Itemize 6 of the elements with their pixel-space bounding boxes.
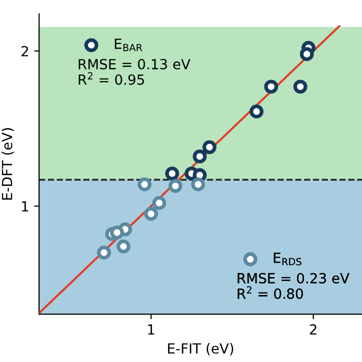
legend-label: E$_{RDS}$: [274, 252, 302, 266]
annotation: RMSE = 0.13 eV R$^{2}$ = 0.95: [78, 58, 190, 85]
y-axis-title: E-DFT (eV): [2, 128, 14, 200]
annotation: RMSE = 0.23 eV R$^{2}$ = 0.80: [238, 272, 350, 299]
legend-label: E$_{BAR}$: [114, 38, 142, 52]
x-axis-title: E-FIT (eV): [168, 342, 234, 356]
